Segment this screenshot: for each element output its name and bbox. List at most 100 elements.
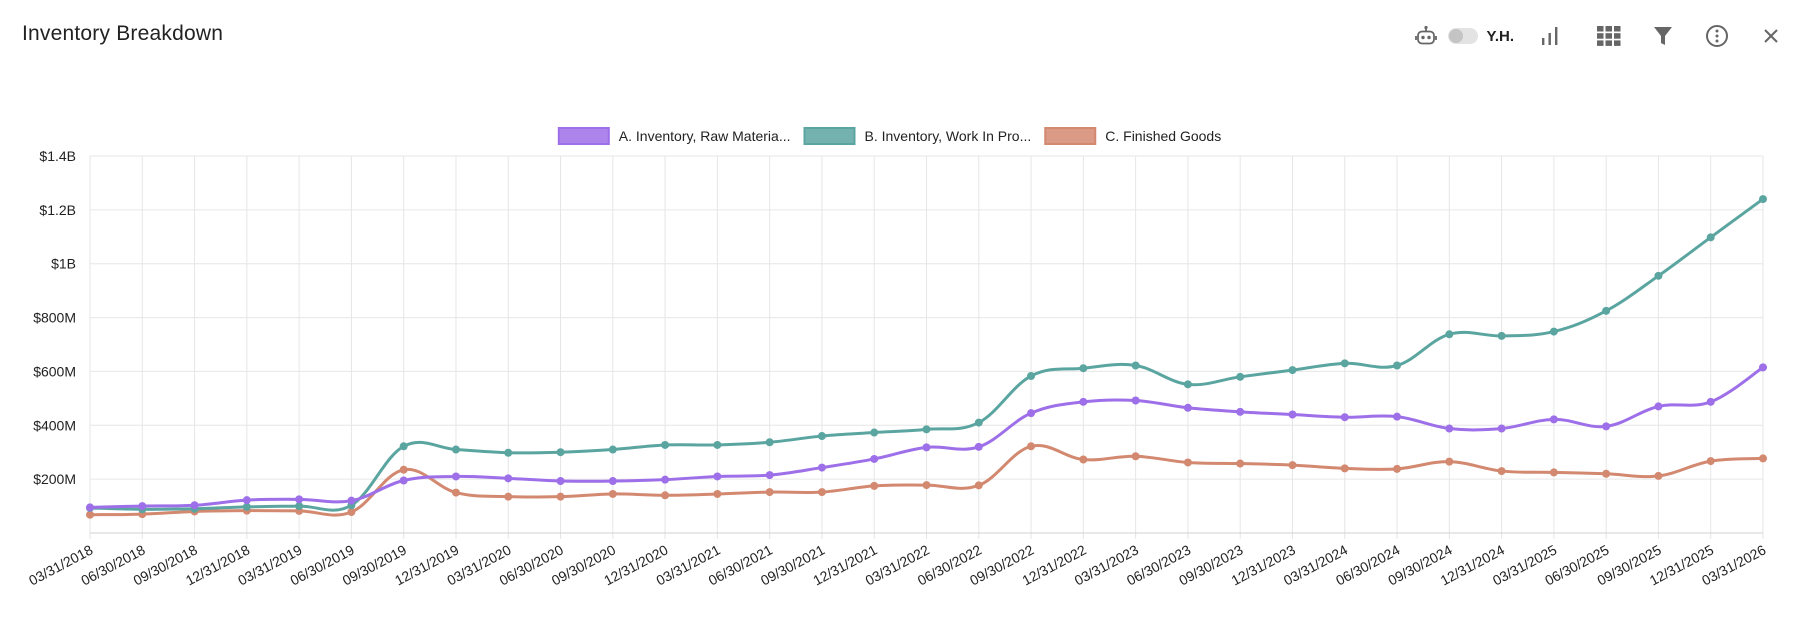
data-point[interactable] [504,474,513,483]
legend-item-0[interactable]: A. Inventory, Raw Materia... [557,127,791,145]
data-point[interactable] [974,442,983,451]
data-point[interactable] [974,481,983,490]
yh-toggle[interactable] [1448,28,1479,44]
data-point[interactable] [1027,372,1036,381]
data-point[interactable] [86,510,94,519]
data-point[interactable] [1236,372,1245,381]
data-point[interactable] [1079,455,1088,464]
data-point[interactable] [870,481,879,490]
data-point[interactable] [1393,464,1402,473]
data-point[interactable] [765,488,774,497]
data-point[interactable] [1340,413,1349,422]
data-point[interactable] [1445,330,1454,339]
data-point[interactable] [556,477,565,486]
bar-chart-icon[interactable] [1538,18,1562,54]
data-point[interactable] [817,463,826,472]
data-point[interactable] [1497,331,1506,340]
data-point[interactable] [870,454,879,463]
data-point[interactable] [1131,452,1140,461]
data-point[interactable] [1079,364,1088,373]
data-point[interactable] [1602,306,1611,315]
data-point[interactable] [295,495,304,504]
data-point[interactable] [242,496,251,505]
data-point[interactable] [817,432,826,441]
data-point[interactable] [451,488,460,497]
data-point[interactable] [1654,402,1663,411]
data-point[interactable] [504,448,513,457]
data-point[interactable] [608,445,617,454]
data-point[interactable] [1393,361,1402,370]
filter-icon[interactable] [1652,18,1674,54]
data-point[interactable] [1759,454,1767,463]
data-point[interactable] [1288,410,1297,419]
data-point[interactable] [86,503,94,512]
data-point[interactable] [1288,461,1297,470]
data-point[interactable] [765,471,774,480]
close-icon[interactable] [1762,18,1780,54]
data-point[interactable] [451,445,460,454]
data-point[interactable] [295,502,304,511]
data-point[interactable] [1027,409,1036,418]
data-point[interactable] [1236,407,1245,416]
data-point[interactable] [399,442,408,451]
data-point[interactable] [347,496,356,505]
data-point[interactable] [974,418,983,427]
data-point[interactable] [190,501,199,510]
data-point[interactable] [608,477,617,486]
data-point[interactable] [1706,457,1715,466]
data-point[interactable] [1340,464,1349,473]
data-point[interactable] [1759,363,1767,372]
data-point[interactable] [1183,403,1192,412]
data-point[interactable] [451,472,460,481]
data-point[interactable] [1497,424,1506,433]
data-point[interactable] [1549,468,1558,477]
data-point[interactable] [1706,397,1715,406]
data-point[interactable] [922,425,931,434]
data-point[interactable] [1445,457,1454,466]
data-point[interactable] [1027,442,1036,451]
data-point[interactable] [347,507,356,516]
data-point[interactable] [1445,424,1454,433]
data-point[interactable] [1131,361,1140,370]
data-point[interactable] [922,443,931,452]
data-point[interactable] [713,489,722,498]
data-point[interactable] [922,481,931,490]
data-point[interactable] [399,465,408,474]
data-point[interactable] [1654,271,1663,280]
data-point[interactable] [661,440,670,449]
data-point[interactable] [817,488,826,497]
data-point[interactable] [1288,366,1297,375]
data-point[interactable] [1183,380,1192,389]
data-point[interactable] [242,502,251,511]
data-point[interactable] [556,492,565,501]
data-point[interactable] [399,476,408,485]
data-point[interactable] [713,472,722,481]
data-point[interactable] [1654,471,1663,480]
data-point[interactable] [138,502,147,511]
data-point[interactable] [608,489,617,498]
data-point[interactable] [661,475,670,484]
data-point[interactable] [765,438,774,447]
info-icon[interactable] [1704,18,1730,54]
data-point[interactable] [1393,412,1402,421]
data-point[interactable] [1549,415,1558,424]
data-point[interactable] [1706,233,1715,242]
data-point[interactable] [870,428,879,437]
legend-item-2[interactable]: C. Finished Goods [1044,127,1221,145]
data-point[interactable] [1183,458,1192,467]
data-point[interactable] [1131,396,1140,405]
data-point[interactable] [556,448,565,457]
data-point[interactable] [504,492,513,501]
data-point[interactable] [1497,467,1506,476]
data-point[interactable] [1079,397,1088,406]
data-point[interactable] [1236,459,1245,468]
data-point[interactable] [713,440,722,449]
data-point[interactable] [1549,327,1558,336]
data-point[interactable] [661,491,670,500]
robot-icon[interactable] [1414,18,1438,54]
legend-item-1[interactable]: B. Inventory, Work In Pro... [803,127,1031,145]
data-point[interactable] [1602,422,1611,431]
data-point[interactable] [1759,195,1767,204]
grid-icon[interactable] [1596,18,1622,54]
data-point[interactable] [1602,469,1611,478]
